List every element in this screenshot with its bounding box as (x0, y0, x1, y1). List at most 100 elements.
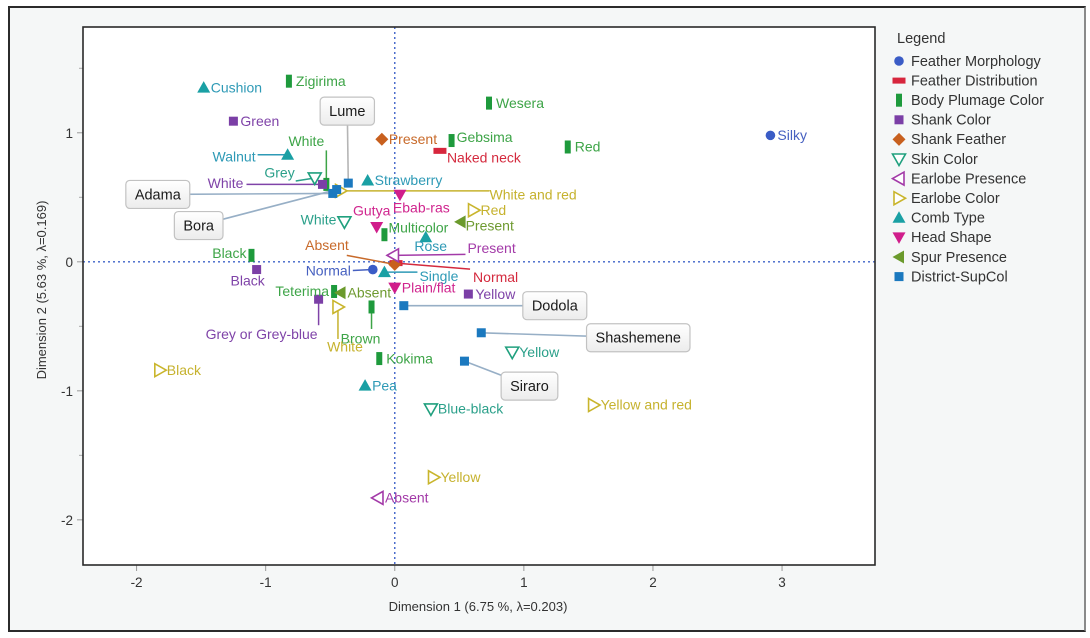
marker-earlobe-color-yellow-and-red (587, 397, 602, 413)
marker-earlobe-presence-absent (369, 490, 384, 506)
marker-earlobe-color-red (467, 202, 482, 219)
plot-area (83, 27, 875, 565)
label-earlobe-color-black: Black (167, 362, 202, 378)
y-tick-label: -1 (61, 384, 73, 399)
legend-label: Head Shape (911, 230, 992, 246)
legend: Legend Feather Morphology Feather Distrib… (890, 31, 1044, 285)
marker-comb-type-single (377, 265, 391, 278)
label-skin-color-yellow: Yellow (519, 344, 560, 360)
axes: -2 -1 0 1 2 3 1 0 -1 -2 (61, 67, 786, 590)
label-skin-color-grey: Grey (264, 165, 294, 181)
label-comb-type-cushion: Cushion (211, 79, 262, 95)
callout-label: Siraro (510, 379, 549, 395)
legend-label: Shank Color (911, 113, 991, 129)
marker-feather-morphology-silky (765, 130, 776, 141)
label-head-shape-ebab-ras: Ebab-ras (393, 199, 450, 215)
x-tick-label: -2 (131, 575, 143, 590)
label-spur-presence-present: Present (466, 218, 514, 234)
legend-item-feather-distribution: Feather Distribution (892, 73, 1038, 89)
marker-district-supcol-shashemene (476, 328, 486, 338)
marker-body-plumage-color-wesera (486, 96, 493, 110)
label-shank-color-grey-or-grey-blue: Grey or Grey-blue (206, 326, 318, 342)
label-body-plumage-color-wesera: Wesera (496, 95, 544, 111)
label-body-plumage-color-zigirima: Zigirima (296, 73, 346, 89)
marker-feather-morphology-normal (368, 264, 378, 275)
label-comb-type-rose: Rose (414, 238, 447, 254)
marker-skin-color-grey (306, 172, 323, 187)
leader-line (395, 262, 471, 270)
legend-label: Earlobe Color (911, 191, 1000, 207)
label-body-plumage-color-kokima: Kokima (386, 350, 433, 366)
callout-box (173, 210, 224, 241)
callout-box (319, 96, 376, 126)
marker-body-plumage-color-multicolor (381, 228, 388, 242)
legend-item-body-plumage-color: Body Plumage Color (896, 93, 1044, 109)
marker-comb-type-pea (358, 379, 372, 391)
marker-shank-color-black (252, 265, 262, 275)
marker-earlobe-color-black (154, 362, 168, 379)
label-earlobe-color-red: Red (481, 202, 507, 218)
label-earlobe-presence-present: Present (467, 240, 515, 256)
x-tick-label: 0 (391, 575, 399, 590)
marker-head-shape-gutya (370, 221, 384, 234)
label-skin-color-blue-black: Blue-black (438, 401, 504, 417)
callout-district-supcol-bora: Bora (173, 210, 224, 241)
label-shank-color-white: White (208, 175, 244, 191)
legend-marker-body-plumage-color (896, 93, 902, 107)
callout-box (500, 371, 559, 401)
legend-item-earlobe-presence: Earlobe Presence (890, 170, 1026, 187)
legend-label: Comb Type (911, 211, 985, 227)
label-comb-type-strawberry: Strawberry (375, 172, 443, 188)
legend-marker-comb-type (892, 211, 906, 223)
legend-item-district-supcol: District-SupCol (894, 269, 1008, 285)
marker-skin-color-yellow (504, 346, 521, 361)
callout-district-supcol-adama: Adama (125, 179, 191, 210)
label-comb-type-walnut: Walnut (213, 148, 256, 164)
marker-body-plumage-color-red (564, 140, 571, 154)
marker-comb-type-rose (419, 230, 433, 243)
leader-line (393, 253, 466, 257)
point-markers (154, 74, 776, 506)
legend-marker-feather-morphology (894, 56, 904, 66)
legend-item-skin-color: Skin Color (891, 152, 978, 168)
marker-shank-feather-present (375, 132, 389, 146)
label-comb-type-single: Single (419, 268, 458, 284)
legend-item-head-shape: Head Shape (892, 230, 992, 246)
legend-marker-earlobe-presence (890, 170, 905, 187)
legend-label: District-SupCol (911, 269, 1008, 285)
y-axis-title: Dimension 2 (5.63 %, λ=0.169) (34, 201, 49, 380)
marker-spur-presence-present (454, 215, 466, 229)
callout-district-supcol-shashemene: Shashemene (585, 323, 691, 353)
marker-body-plumage-color-kokima (376, 352, 383, 366)
x-tick-label: -1 (260, 575, 272, 590)
marker-comb-type-cushion (197, 81, 211, 93)
label-comb-type-pea: Pea (372, 377, 397, 393)
label-shank-color-yellow: Yellow (475, 286, 516, 302)
label-feather-morphology-silky: Silky (777, 127, 807, 143)
label-head-shape-gutya: Gutya (353, 203, 391, 219)
marker-district-supcol-dodola (399, 301, 409, 311)
legend-item-feather-morphology: Feather Morphology (894, 54, 1042, 70)
marker-shank-color-green (228, 116, 238, 126)
legend-item-shank-feather: Shank Feather (892, 132, 1006, 148)
legend-label: Earlobe Presence (911, 171, 1026, 187)
legend-marker-earlobe-color (893, 190, 908, 207)
marker-earlobe-presence-present (385, 247, 400, 264)
y-tick-label: 0 (65, 255, 73, 270)
legend-item-shank-color: Shank Color (894, 113, 991, 129)
point-labels: Silky Normal Naked neck Normal Zigirima Weser… (167, 73, 807, 506)
legend-label: Body Plumage Color (911, 93, 1044, 109)
marker-spur-presence-absent (334, 286, 346, 300)
legend-item-earlobe-color: Earlobe Color (893, 190, 1000, 207)
label-earlobe-color-yellow: Yellow (440, 469, 481, 485)
label-shank-color-black: Black (231, 272, 266, 288)
marker-body-plumage-color-black (248, 248, 255, 262)
legend-label: Feather Morphology (911, 54, 1042, 70)
x-tick-label: 3 (778, 575, 786, 590)
callout-box (125, 179, 191, 210)
label-body-plumage-color-white: White (288, 133, 324, 149)
label-feather-morphology-normal: Normal (306, 262, 351, 278)
label-body-plumage-color-brown: Brown (341, 331, 381, 347)
leader-line (346, 254, 395, 266)
